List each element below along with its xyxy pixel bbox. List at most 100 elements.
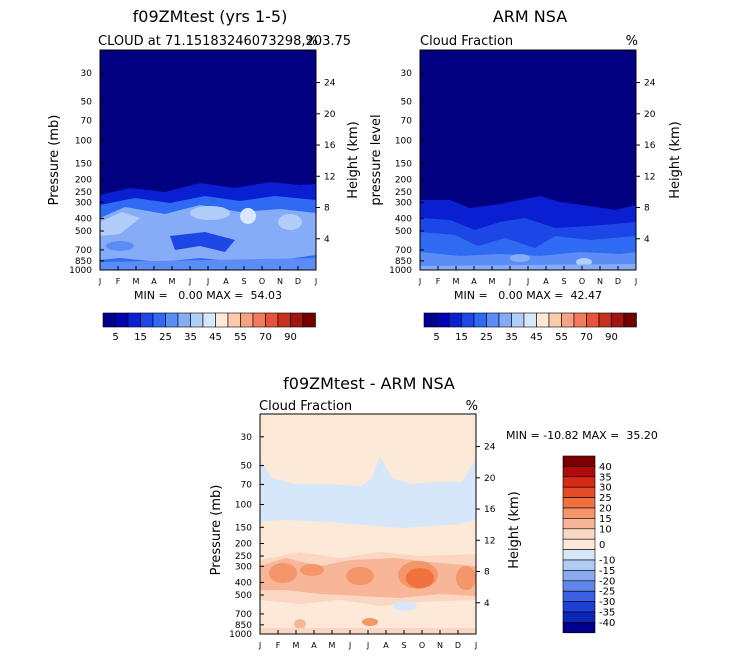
panel3-y-tick-label: 1000 bbox=[229, 630, 252, 640]
panel1-y-tick-label: 1000 bbox=[69, 266, 92, 276]
panel1-title: f09ZMtest (yrs 1-5) bbox=[133, 7, 288, 26]
colorbar2-label: 90 bbox=[605, 332, 618, 343]
colorbar3-swatch bbox=[562, 486, 596, 498]
panel3-stats: MIN = -10.82 MAX = 35.20 bbox=[506, 429, 658, 442]
colorbar2-label: 70 bbox=[580, 332, 593, 343]
panel2-y-tick-label: 850 bbox=[395, 257, 412, 267]
colorbar1-label: 90 bbox=[284, 332, 297, 343]
panel1-colorbar: 5 15 25 35 45 55 70 90 bbox=[102, 312, 316, 343]
panel3-y-tick-label: 400 bbox=[235, 578, 252, 588]
colorbar1-label: 15 bbox=[134, 332, 147, 343]
panel-diff: f09ZMtest - ARM NSA Cloud Fraction % J F M… bbox=[209, 374, 658, 650]
panel2-y-tick-label: 700 bbox=[395, 246, 412, 256]
colorbar2-swatch bbox=[511, 312, 525, 328]
panel3-x-tick-label: J bbox=[474, 641, 477, 650]
panel1-stats: MIN = 0.00 MAX = 54.03 bbox=[134, 289, 282, 302]
panel2-x-tick-label: F bbox=[436, 277, 441, 286]
colorbar2-swatch bbox=[461, 312, 475, 328]
panel3-x-tick-label: F bbox=[276, 641, 281, 650]
panel3-plot bbox=[259, 413, 477, 635]
panel3-y-tick-label: 250 bbox=[235, 552, 252, 562]
panel1-y-tick-label: 500 bbox=[75, 227, 92, 237]
colorbar1-swatch bbox=[290, 312, 304, 328]
colorbar1-swatch bbox=[202, 312, 216, 328]
panel3-y-tick-label: 700 bbox=[235, 610, 252, 620]
panel2-y-tick-label: 30 bbox=[401, 69, 413, 79]
colorbar1-label: 70 bbox=[259, 332, 272, 343]
colorbar2-swatch bbox=[623, 312, 637, 328]
panel2-y-tick-label: 50 bbox=[401, 98, 413, 108]
colorbar3-label: -25 bbox=[599, 587, 615, 598]
colorbar3-label: -15 bbox=[599, 566, 615, 577]
panel1-y-tick-label: 200 bbox=[75, 175, 92, 185]
panel1-y-right-tick-label: 12 bbox=[324, 172, 335, 182]
panel3-x-tick-label: A bbox=[311, 641, 317, 650]
panel2-title: ARM NSA bbox=[493, 7, 567, 26]
panel3-y-tick-label: 50 bbox=[241, 462, 253, 472]
panel2-x-tick-label: M bbox=[489, 277, 496, 286]
colorbar1-label: 5 bbox=[112, 332, 118, 343]
panel3-x-tick-label: A bbox=[383, 641, 389, 650]
panel2-y-right-tick-label: 24 bbox=[644, 79, 656, 89]
panel1-y-tick-label: 850 bbox=[75, 257, 92, 267]
panel2-y-tick-label: 400 bbox=[395, 214, 412, 224]
panel3-x-tick-label: J bbox=[366, 641, 369, 650]
panel3-y-tick-label: 100 bbox=[235, 501, 252, 511]
colorbar3-label: -35 bbox=[599, 608, 615, 619]
colorbar3-label: 10 bbox=[599, 524, 612, 535]
panel3-y-tick-label: 850 bbox=[235, 621, 252, 631]
panel1-x-tick-label: O bbox=[259, 277, 265, 286]
colorbar1-swatch bbox=[190, 312, 204, 328]
panel1-x-tick-label: A bbox=[223, 277, 229, 286]
colorbar3-swatch bbox=[562, 580, 596, 592]
panel2-x-tick-label: J bbox=[634, 277, 637, 286]
colorbar3-label: 20 bbox=[599, 504, 612, 515]
panel1-x-tick-label: S bbox=[241, 277, 246, 286]
colorbar2-label: 35 bbox=[505, 332, 518, 343]
panel1-x-tick-label: A bbox=[151, 277, 157, 286]
colorbar3-label: -30 bbox=[599, 597, 615, 608]
colorbar1-swatch bbox=[140, 312, 154, 328]
panel1-x-tick-label: M bbox=[133, 277, 140, 286]
colorbar3-swatch bbox=[562, 507, 596, 519]
colorbar1-swatch bbox=[227, 312, 241, 328]
colorbar1-swatch bbox=[215, 312, 229, 328]
panel3-x-tick-label: J bbox=[348, 641, 351, 650]
panel2-x-tick-label: N bbox=[597, 277, 603, 286]
panel1-y-right-tick-label: 16 bbox=[324, 141, 336, 151]
colorbar2-swatch bbox=[473, 312, 487, 328]
panel2-x-tick-label: O bbox=[579, 277, 585, 286]
panel3-x-tick-label: M bbox=[293, 641, 300, 650]
colorbar2-swatch bbox=[486, 312, 500, 328]
colorbar3-label: -20 bbox=[599, 576, 615, 587]
panel3-y-label: Pressure (mb) bbox=[209, 485, 224, 576]
colorbar3-swatch bbox=[562, 538, 596, 550]
colorbar3-label: 15 bbox=[599, 514, 612, 525]
colorbar1-label: 55 bbox=[234, 332, 247, 343]
panel3-x-tick-label: O bbox=[419, 641, 425, 650]
colorbar2-label: 45 bbox=[530, 332, 543, 343]
panel3-x-tick-label: M bbox=[329, 641, 336, 650]
panel1-y-tick-label: 400 bbox=[75, 214, 92, 224]
panel2-y-tick-label: 150 bbox=[395, 159, 412, 169]
panel2-y-tick-label: 500 bbox=[395, 227, 412, 237]
panel3-y-tick-label: 200 bbox=[235, 539, 252, 549]
colorbar2-label: 55 bbox=[555, 332, 568, 343]
panel3-y-tick-label: 300 bbox=[235, 562, 252, 572]
colorbar1-swatch bbox=[265, 312, 279, 328]
panel2-y-tick-label: 70 bbox=[401, 116, 413, 126]
colorbar3-swatch bbox=[562, 611, 596, 623]
colorbar2-swatch bbox=[548, 312, 562, 328]
colorbar2-label: 5 bbox=[433, 332, 439, 343]
colorbar3-swatch bbox=[562, 518, 596, 530]
panel1-y-right-tick-label: 8 bbox=[324, 204, 330, 214]
colorbar1-swatch bbox=[127, 312, 141, 328]
panel3-y-tick-label: 70 bbox=[241, 480, 253, 490]
panel2-y-right-tick-label: 12 bbox=[644, 172, 655, 182]
panel1-y-tick-label: 50 bbox=[81, 98, 93, 108]
panel2-y-right-tick-label: 16 bbox=[644, 141, 656, 151]
panel3-y-right-tick-label: 16 bbox=[484, 505, 496, 515]
